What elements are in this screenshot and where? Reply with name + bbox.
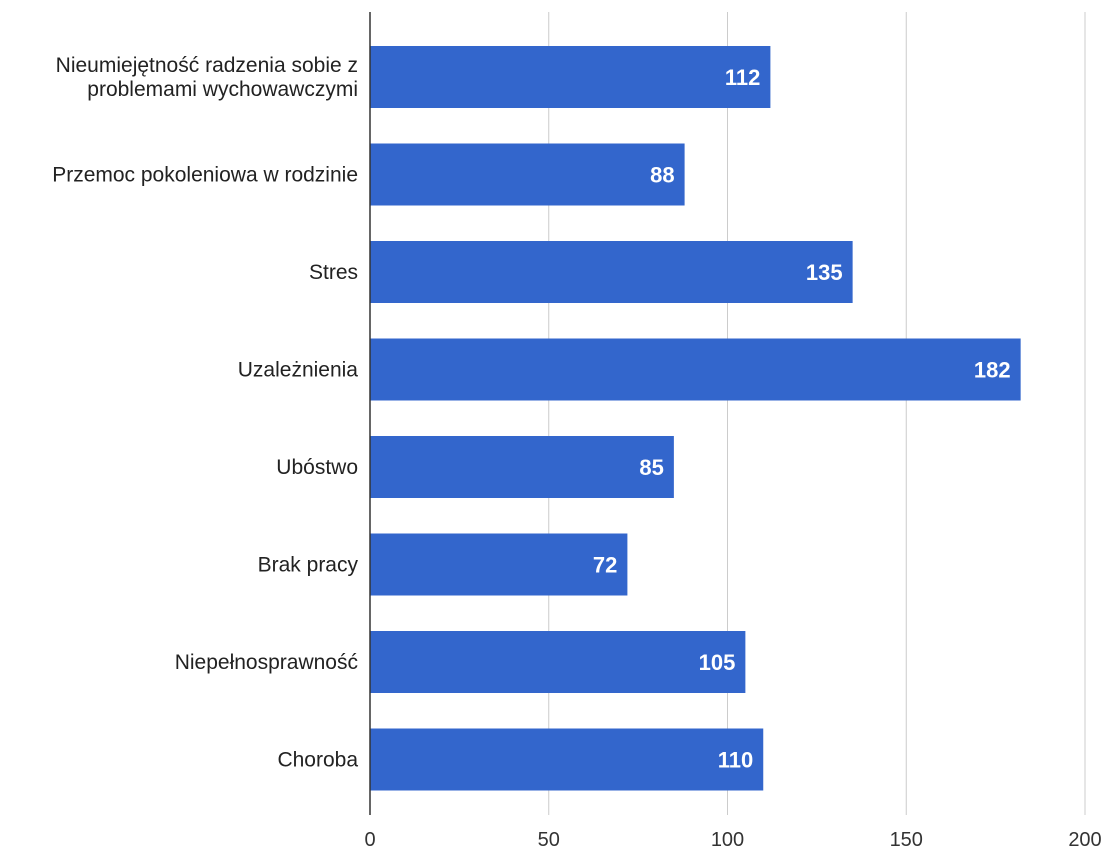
category-label: Nieumiejętność radzenia sobie z (56, 54, 358, 77)
category-labels: Nieumiejętność radzenia sobie zproblemam… (52, 54, 358, 772)
x-tick-label: 100 (711, 829, 744, 851)
x-tick-label: 150 (890, 829, 923, 851)
x-axis-ticks: 0 50 100 150 200 (364, 829, 1101, 851)
gridlines (548, 12, 1086, 815)
category-label: Choroba (277, 749, 358, 772)
data-label: 112 (725, 65, 761, 90)
data-label: 85 (639, 455, 663, 480)
bar (370, 436, 674, 498)
x-tick-label: 50 (538, 829, 560, 851)
bar (370, 241, 853, 303)
data-label: 110 (718, 748, 754, 773)
data-label: 182 (974, 358, 1011, 383)
bar (370, 143, 685, 206)
category-label: Przemoc pokoleniowa w rodzinie (52, 164, 358, 187)
data-label: 72 (593, 553, 617, 578)
x-tick-label: 200 (1068, 829, 1101, 851)
category-label: problemami wychowawczymi (87, 78, 358, 101)
bars: 112 88 135 182 85 72 105 110 (370, 46, 1021, 791)
category-label: Niepełnosprawność (175, 651, 358, 674)
x-tick-label: 0 (364, 829, 375, 851)
bar (370, 631, 746, 693)
bar (370, 728, 764, 791)
bar (370, 533, 628, 596)
data-label: 105 (699, 650, 736, 675)
data-label: 135 (806, 260, 843, 285)
bar (370, 46, 771, 108)
category-label: Uzależnienia (238, 359, 359, 382)
data-label: 88 (650, 163, 674, 188)
bar (370, 338, 1021, 401)
category-label: Stres (309, 261, 358, 284)
category-label: Ubóstwo (276, 456, 358, 479)
category-label: Brak pracy (258, 554, 359, 577)
